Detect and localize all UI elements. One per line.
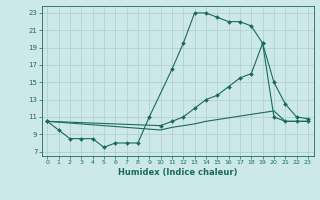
X-axis label: Humidex (Indice chaleur): Humidex (Indice chaleur) xyxy=(118,168,237,177)
